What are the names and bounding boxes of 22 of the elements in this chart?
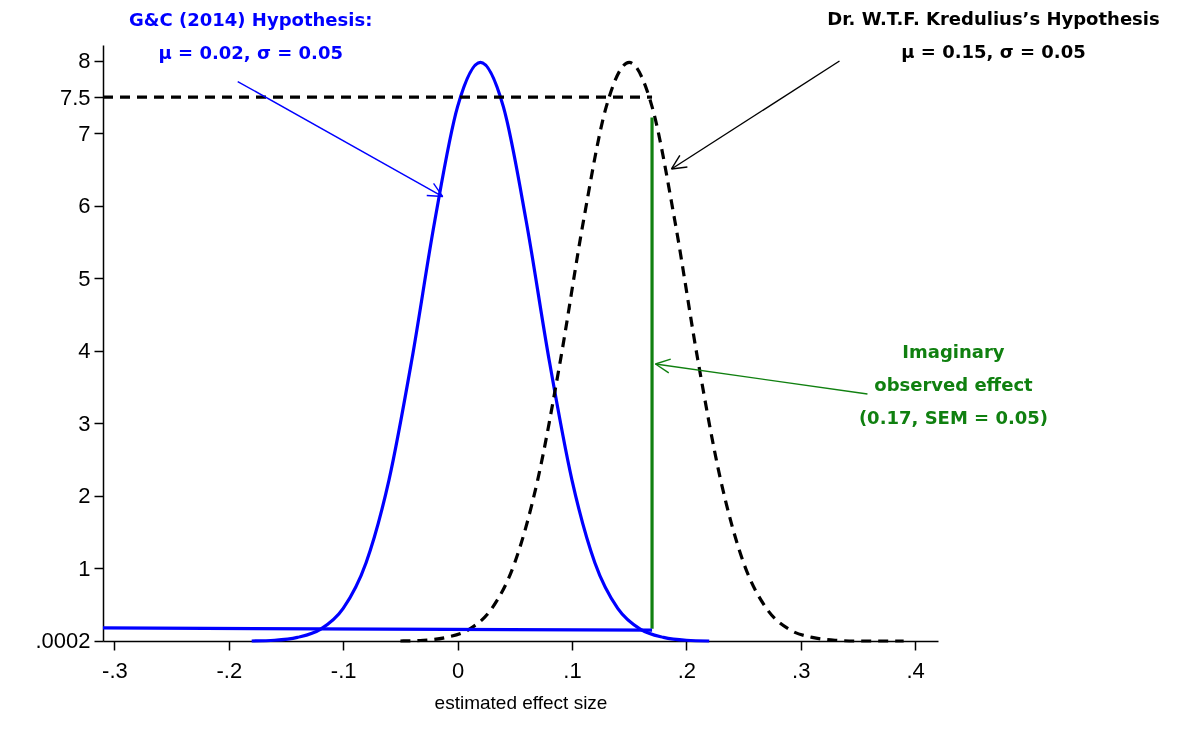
y-tick-label: .0002 xyxy=(35,628,91,654)
x-tick-label: -.2 xyxy=(216,657,243,683)
x-tick-label: .1 xyxy=(563,657,582,683)
y-tick-label: 2 xyxy=(78,483,91,509)
y-tick-label: 3 xyxy=(78,410,91,436)
x-tick-label: .3 xyxy=(792,657,811,683)
y-tick-label: 7 xyxy=(78,120,91,146)
y-tick-label: 1 xyxy=(78,555,91,581)
x-axis-title: estimated effect size xyxy=(434,691,608,713)
annotation: G&C (2014) Hypothesis: μ = 0.02, σ = 0.05 xyxy=(129,8,373,63)
x-tick-label: .4 xyxy=(906,657,925,683)
y-tick-label: 6 xyxy=(78,193,91,219)
y-tick-label: 7.5 xyxy=(59,84,91,110)
annotation: Dr. W.T.F. Kredulius’s Hypothesis μ = 0.15, σ = 0.05 xyxy=(827,7,1160,62)
x-tick-label: .2 xyxy=(677,657,697,683)
annotation: Imaginary observed effect (0.17, SEM = 0.05) xyxy=(858,341,1049,429)
x-tick-label: 0 xyxy=(451,657,465,683)
x-tick-label: -.3 xyxy=(102,657,128,683)
y-tick-label: 4 xyxy=(78,338,91,364)
x-tick-label: -.1 xyxy=(330,657,357,683)
y-tick-label: 5 xyxy=(78,265,91,291)
y-tick-label: 8 xyxy=(78,48,91,74)
